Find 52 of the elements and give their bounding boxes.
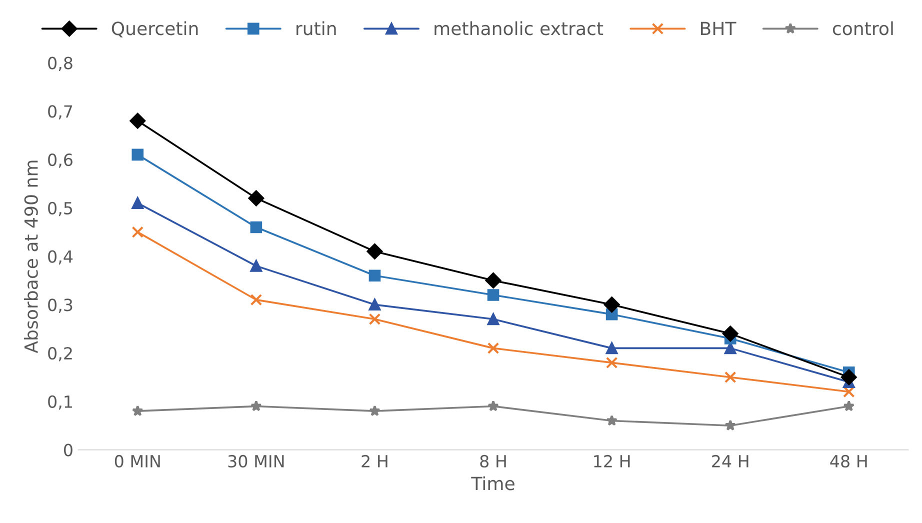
legend-label: BHT	[701, 22, 736, 36]
point	[604, 296, 620, 313]
y-tick-label: 0,1	[48, 395, 72, 410]
x-tick-label: 48 H	[830, 454, 867, 468]
y-tick-label: 0,4	[48, 250, 73, 265]
y-tick-label: 0,8	[48, 56, 72, 72]
point	[250, 294, 262, 306]
point	[722, 326, 738, 342]
legend-label: control	[832, 21, 893, 36]
point	[843, 400, 855, 412]
y-tick-label: 0,3	[48, 298, 72, 313]
y-tick-label: 0	[64, 444, 72, 456]
y-tick-label: 0,6	[48, 153, 72, 168]
point	[368, 313, 381, 326]
y-tick-label: 0,7	[48, 105, 72, 120]
point	[368, 298, 381, 311]
legend-label: methanolic extract	[434, 21, 604, 36]
y-tick-label: 0,2	[48, 346, 72, 362]
point	[366, 244, 383, 260]
x-tick-label: 12 H	[594, 454, 630, 468]
point	[724, 371, 736, 384]
x-tick-label: 0 MIN	[114, 454, 160, 468]
legend-label: Quercetin	[112, 21, 198, 38]
y-tick-label: 0,5	[48, 202, 72, 216]
x-tick-label: 8 H	[480, 454, 506, 468]
y-axis-title: Absorbace at 490 nm	[24, 160, 38, 354]
x-axis-title: Time	[471, 476, 514, 490]
point	[132, 148, 144, 161]
x-tick-label: 30 MIN	[228, 454, 284, 468]
point	[132, 197, 144, 209]
point	[487, 342, 500, 354]
point	[606, 342, 618, 354]
point	[130, 112, 146, 129]
point	[250, 400, 262, 412]
point	[606, 414, 618, 426]
point	[487, 289, 500, 301]
point	[132, 405, 144, 416]
point	[485, 272, 502, 288]
x-tick-label: 24 H	[712, 454, 748, 468]
point	[487, 313, 500, 326]
point	[488, 400, 499, 412]
point	[724, 420, 736, 431]
point	[250, 260, 262, 272]
point	[840, 369, 857, 386]
x-tick-label: 2 H	[362, 454, 388, 468]
point	[132, 226, 144, 238]
point	[248, 190, 264, 206]
point	[250, 221, 262, 234]
point	[606, 356, 618, 369]
point	[368, 270, 381, 282]
legend-label: rutin	[296, 21, 336, 36]
point	[369, 405, 380, 416]
